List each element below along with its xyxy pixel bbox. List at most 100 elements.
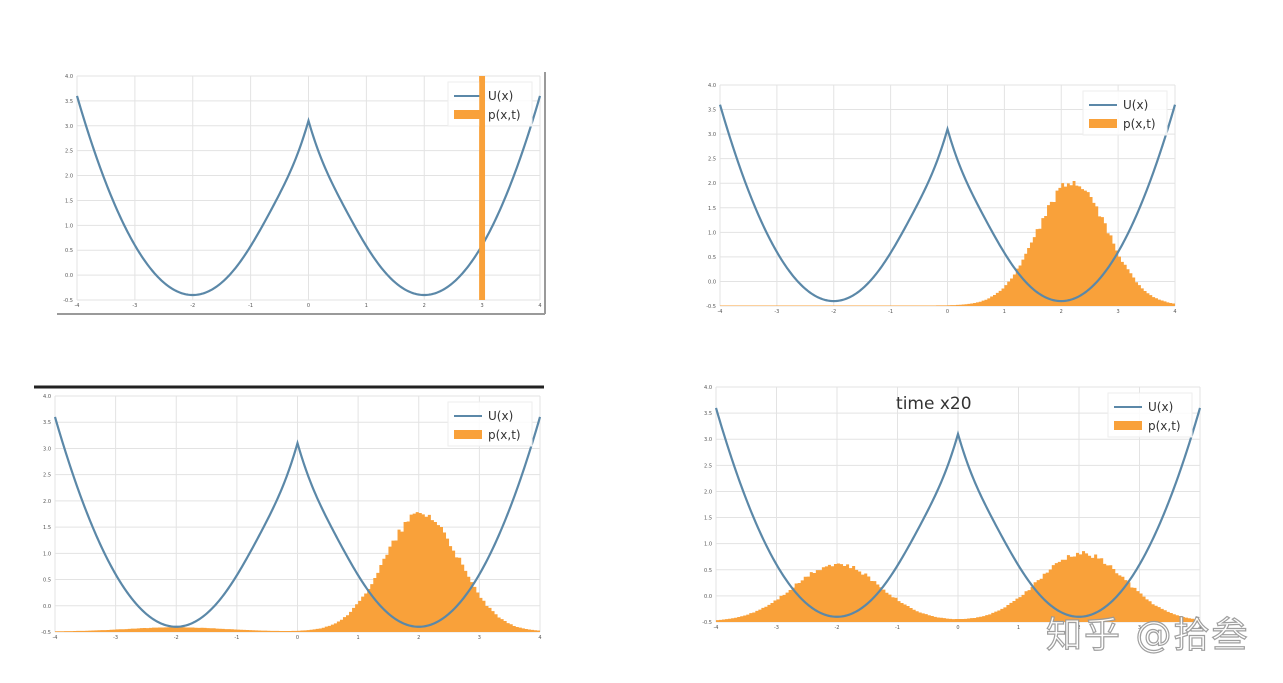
y-tick-label: 2.0 bbox=[704, 489, 712, 495]
x-tick-label: 2 bbox=[417, 635, 420, 641]
x-tick-label: -1 bbox=[248, 303, 253, 309]
x-tick-label: 0 bbox=[956, 625, 959, 631]
chart-top-right: -4 -3 -2 -1 0 1 2 3 4 -0.5 0.0 0.5 1.0 1.5 2.0 2.5 3.0 3.… bbox=[700, 78, 1190, 318]
chart-bottom-left-svg: -4 -3 -2 -1 0 1 2 3 4 -0.5 0.0 0.5 1.0 1.5 2.0 2.5 3.0 3.… bbox=[34, 385, 544, 641]
x-tick-label: -1 bbox=[888, 309, 893, 315]
x-tick-label: -4 bbox=[53, 635, 58, 641]
y-tick-label: 3.5 bbox=[704, 411, 712, 417]
x-tick-label: -2 bbox=[831, 309, 836, 315]
y-tick-label: 0.0 bbox=[708, 279, 716, 285]
y-tick-label: -0.5 bbox=[702, 620, 712, 626]
legend-label-u: U(x) bbox=[488, 409, 513, 423]
legend-label-p: p(x,t) bbox=[488, 108, 521, 122]
y-tick-label: 3.0 bbox=[43, 446, 51, 452]
watermark-text: 知乎 @拾叁 bbox=[1045, 614, 1250, 656]
y-tick-label: 4.0 bbox=[43, 394, 51, 400]
x-tick-label: 1 bbox=[365, 303, 368, 309]
x-tick-label: -3 bbox=[774, 625, 779, 631]
chart-bottom-left: -4 -3 -2 -1 0 1 2 3 4 -0.5 0.0 0.5 1.0 1.5 2.0 2.5 3.0 3.… bbox=[30, 384, 550, 644]
x-tick-label: 4 bbox=[538, 303, 541, 309]
x-tick-label: -4 bbox=[718, 309, 723, 315]
legend-label-p: p(x,t) bbox=[1123, 117, 1156, 131]
potential-curve-U-x bbox=[53, 416, 542, 628]
y-tick-label: 2.5 bbox=[704, 463, 712, 469]
y-tick-label: 2.0 bbox=[708, 181, 716, 187]
legend: U(x) p(x,t) bbox=[447, 401, 533, 447]
legend: U(x) p(x,t) bbox=[447, 81, 533, 127]
legend: U(x) p(x,t) bbox=[1107, 392, 1193, 438]
histogram-p-x-t bbox=[716, 551, 1200, 622]
x-tick-label: 2 bbox=[1060, 309, 1063, 315]
y-tick-label: 0.0 bbox=[65, 273, 73, 279]
y-tick-label: 0.5 bbox=[704, 568, 712, 574]
y-tick-label: 4.0 bbox=[65, 74, 73, 80]
y-tick-label: 1.0 bbox=[65, 223, 73, 229]
y-tick-label: 1.5 bbox=[704, 516, 712, 522]
y-tick-label: 1.5 bbox=[43, 525, 51, 531]
chart-top-right-svg: -4 -3 -2 -1 0 1 2 3 4 -0.5 0.0 0.5 1.0 1.5 2.0 2.5 3.0 3.… bbox=[706, 83, 1177, 315]
chart-top-left: -4 -3 -2 -1 0 1 2 3 4 -0.5 0.0 0.5 1.0 1.5 2.0 2.5 3.0 3.… bbox=[55, 70, 550, 320]
x-tick-label: 4 bbox=[538, 635, 541, 641]
x-tick-label: 0 bbox=[307, 303, 310, 309]
y-tick-label: 2.5 bbox=[43, 473, 51, 479]
legend-patch-icon bbox=[1089, 119, 1117, 128]
potential-curve-U-x bbox=[75, 95, 542, 297]
x-tick-label: 3 bbox=[1138, 625, 1141, 631]
y-tick-label: 1.5 bbox=[65, 198, 73, 204]
x-tick-label: 3 bbox=[481, 303, 484, 309]
grid bbox=[76, 75, 541, 301]
x-tick-label: 1 bbox=[1017, 625, 1020, 631]
y-tick-label: 0.0 bbox=[43, 604, 51, 610]
legend-label-p: p(x,t) bbox=[1148, 419, 1181, 433]
y-tick-label: 3.0 bbox=[65, 124, 73, 130]
y-tick-label: 1.0 bbox=[704, 542, 712, 548]
x-tick-label: 1 bbox=[1003, 309, 1006, 315]
y-tick-label: 3.5 bbox=[43, 420, 51, 426]
legend-label-p: p(x,t) bbox=[488, 428, 521, 442]
legend-label-u: U(x) bbox=[488, 89, 513, 103]
x-tick-label: -3 bbox=[774, 309, 779, 315]
y-tick-label: 3.5 bbox=[708, 108, 716, 114]
legend: U(x) p(x,t) bbox=[1082, 90, 1168, 136]
x-tick-label: -3 bbox=[132, 303, 137, 309]
legend-patch-icon bbox=[454, 110, 482, 119]
potential-curve-U-x bbox=[714, 407, 1202, 618]
x-tick-label: 4 bbox=[1173, 309, 1176, 315]
histogram-p-x-t bbox=[55, 512, 540, 632]
x-tick-label: 0 bbox=[946, 309, 949, 315]
x-tick-label: 2 bbox=[1077, 625, 1080, 631]
legend-label-u: U(x) bbox=[1148, 400, 1173, 414]
chart-top-left-svg: -4 -3 -2 -1 0 1 2 3 4 -0.5 0.0 0.5 1.0 1.5 2.0 2.5 3.0 3.… bbox=[57, 72, 546, 315]
y-tick-label: -0.5 bbox=[63, 298, 73, 304]
x-tick-label: -2 bbox=[174, 635, 179, 641]
y-tick-label: 1.5 bbox=[708, 206, 716, 212]
legend-patch-icon bbox=[1114, 421, 1142, 430]
y-tick-label: 2.0 bbox=[65, 174, 73, 180]
y-tick-label: 3.0 bbox=[704, 437, 712, 443]
y-tick-label: 2.5 bbox=[65, 149, 73, 155]
y-tick-label: 1.0 bbox=[43, 551, 51, 557]
y-tick-label: 4.0 bbox=[708, 83, 716, 89]
y-tick-label: 2.5 bbox=[708, 157, 716, 163]
potential-curve-U-x bbox=[718, 104, 1177, 303]
y-tick-label: 0.5 bbox=[708, 255, 716, 261]
legend-patch-icon bbox=[454, 430, 482, 439]
y-tick-label: 0.5 bbox=[43, 578, 51, 584]
chart-bottom-right-svg: -4 -3 -2 -1 0 1 2 3 4 -0.5 0.0 0.5 1.0 1.5 2.0 2.5 3.0 3.… bbox=[702, 385, 1202, 631]
x-tick-label: -4 bbox=[714, 625, 719, 631]
x-tick-label: -4 bbox=[75, 303, 80, 309]
y-tick-label: 3.5 bbox=[65, 99, 73, 105]
y-tick-label: 4.0 bbox=[704, 385, 712, 391]
y-tick-label: 0.5 bbox=[65, 248, 73, 254]
y-tick-label: -0.5 bbox=[706, 304, 716, 310]
y-tick-label: 2.0 bbox=[43, 499, 51, 505]
y-tick-label: -0.5 bbox=[41, 630, 51, 636]
x-tick-label: 2 bbox=[423, 303, 426, 309]
y-tick-label: 0.0 bbox=[704, 594, 712, 600]
x-tick-label: 1 bbox=[357, 635, 360, 641]
chart-bottom-right: -4 -3 -2 -1 0 1 2 3 4 -0.5 0.0 0.5 1.0 1.5 2.0 2.5 3.0 3.… bbox=[695, 380, 1205, 636]
histogram-p-x-t bbox=[720, 180, 1175, 306]
x-tick-label: 4 bbox=[1198, 625, 1201, 631]
x-tick-label: 3 bbox=[478, 635, 481, 641]
x-tick-label: 3 bbox=[1117, 309, 1120, 315]
